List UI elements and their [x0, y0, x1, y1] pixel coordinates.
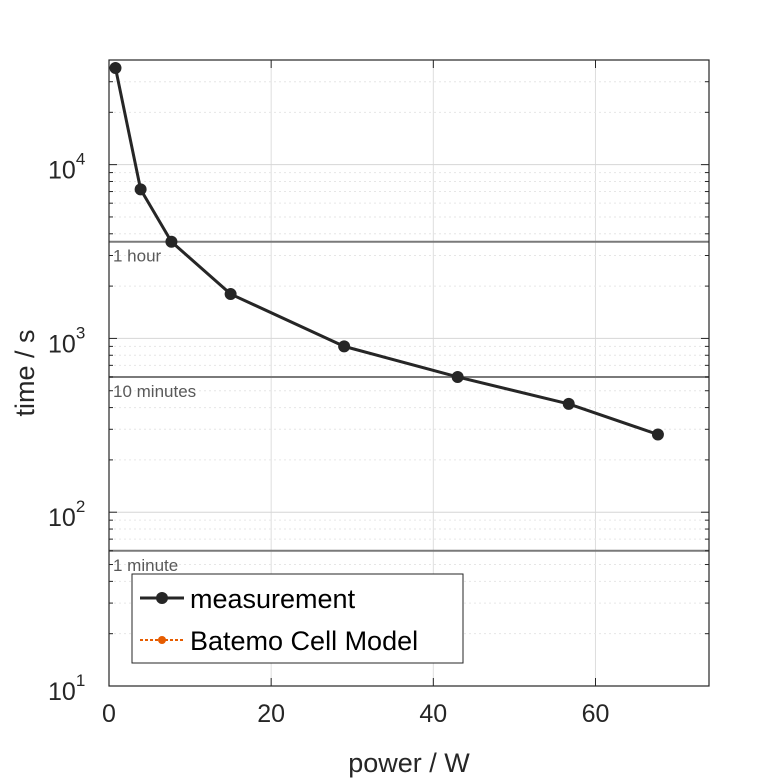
- axis-labels: power / W time / s: [10, 329, 470, 778]
- y-tick-label: 102: [48, 497, 85, 532]
- y-tick-label: 101: [48, 671, 85, 706]
- y-axis-label: time / s: [10, 329, 40, 416]
- y-tick-label: 103: [48, 323, 85, 358]
- data-point: [451, 370, 464, 383]
- y-tick-label: 104: [48, 150, 85, 185]
- data-point: [109, 61, 122, 74]
- reference-lines: 1 hour 10 minutes 1 minute: [109, 240, 709, 575]
- x-tick-label: 20: [257, 700, 285, 728]
- series-layer: [109, 61, 664, 441]
- data-point: [165, 235, 178, 248]
- legend-box: [131, 573, 464, 664]
- data-point: [134, 183, 147, 196]
- legend-measurement-marker: [156, 592, 168, 604]
- ticks: 0 20 40 60 101 102 103 104: [48, 60, 709, 728]
- legend: measurement Batemo Cell Model: [131, 573, 464, 664]
- series-line: [114, 67, 659, 436]
- reference-line-label: 1 hour: [113, 247, 162, 266]
- data-point: [562, 397, 575, 410]
- legend-measurement-label: measurement: [190, 584, 356, 614]
- x-tick-label: 60: [582, 700, 610, 728]
- reference-line-label: 1 minute: [113, 556, 178, 575]
- data-point: [651, 428, 664, 441]
- legend-model-marker: [158, 636, 166, 644]
- x-tick-label: 0: [102, 700, 116, 728]
- grid: [109, 60, 709, 686]
- reference-line-label: 10 minutes: [113, 382, 196, 401]
- plot-frame: [108, 59, 710, 687]
- data-point: [224, 288, 237, 301]
- data-point: [338, 340, 351, 353]
- x-tick-label: 40: [419, 700, 447, 728]
- legend-model-label: Batemo Cell Model: [190, 626, 418, 656]
- x-axis-label: power / W: [348, 748, 470, 778]
